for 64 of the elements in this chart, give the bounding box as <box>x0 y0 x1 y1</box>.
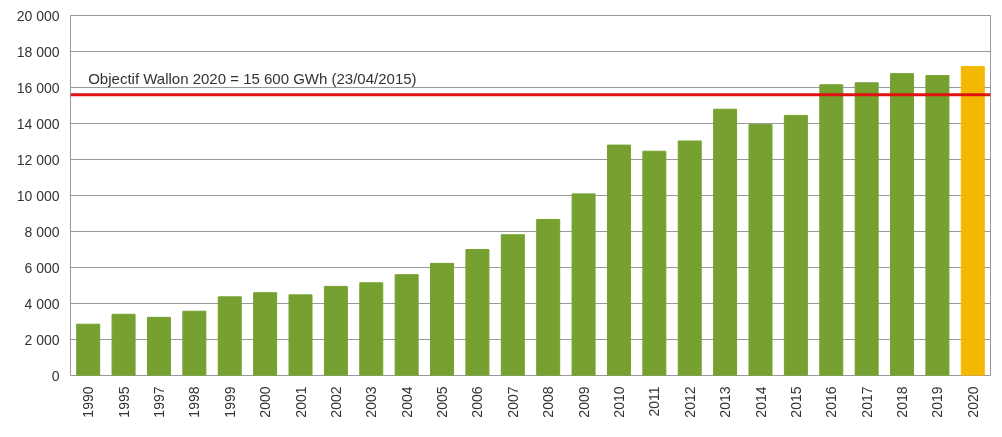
bar <box>76 323 101 376</box>
bar <box>748 124 773 376</box>
bar <box>323 285 348 376</box>
bar <box>288 294 313 376</box>
y-tick-label: 18 000 <box>16 43 60 60</box>
x-tick-label: 2020 <box>964 386 981 418</box>
y-tick-label: 16 000 <box>16 79 60 96</box>
bar <box>925 75 950 376</box>
x-tick-label: 2003 <box>363 386 380 418</box>
bar <box>536 218 561 376</box>
y-tick-label: 10 000 <box>16 187 60 204</box>
x-tick-label: 1995 <box>115 386 132 418</box>
x-tick-label: 2009 <box>575 386 592 418</box>
bar <box>606 144 631 376</box>
bar <box>819 84 844 376</box>
x-tick-label: 2013 <box>717 386 734 418</box>
y-tick-label: 12 000 <box>16 151 60 168</box>
x-tick-label: 2007 <box>504 386 521 418</box>
x-tick-label: 2010 <box>610 386 627 418</box>
x-tick-label: 2006 <box>469 386 486 418</box>
bar <box>359 282 384 376</box>
bar <box>713 108 738 376</box>
bar <box>394 274 419 376</box>
bar <box>111 313 136 376</box>
x-tick-label: 2005 <box>434 386 451 418</box>
x-tick-label: 1998 <box>186 386 203 418</box>
x-tick-label: 1997 <box>150 386 167 418</box>
bar <box>500 234 525 376</box>
x-tick-label: 2002 <box>327 386 344 418</box>
y-tick-label: 2 000 <box>24 331 60 348</box>
bar <box>217 296 242 376</box>
y-tick-label: 14 000 <box>16 115 60 132</box>
x-tick-label: 2014 <box>752 386 769 418</box>
x-tick-label: 2000 <box>257 386 274 418</box>
bar <box>146 316 171 376</box>
x-tick-label: 2017 <box>858 386 875 418</box>
bar <box>430 262 455 376</box>
x-tick-label: 2011 <box>646 386 663 417</box>
bar <box>960 65 985 376</box>
y-tick-label: 8 000 <box>24 223 60 240</box>
x-tick-label: 2019 <box>929 386 946 418</box>
y-tick-label: 0 <box>51 367 60 384</box>
bar <box>890 73 915 376</box>
bar <box>182 310 207 376</box>
x-tick-label: 2018 <box>894 386 911 418</box>
bar <box>642 150 667 376</box>
bar <box>465 249 490 376</box>
bar <box>854 82 879 376</box>
ref-line-label: Objectif Wallon 2020 = 15 600 GWh (23/04/2015) <box>88 69 417 87</box>
bar <box>783 114 808 376</box>
bar <box>253 292 278 376</box>
bar <box>571 193 596 376</box>
x-tick-label: 1990 <box>80 386 97 418</box>
x-tick-label: 2001 <box>292 386 309 418</box>
y-tick-label: 4 000 <box>24 295 60 312</box>
y-tick-label: 20 000 <box>16 7 60 24</box>
x-tick-label: 1999 <box>221 386 238 418</box>
x-tick-label: 2012 <box>681 386 698 418</box>
x-tick-label: 2016 <box>823 386 840 418</box>
x-tick-label: 2008 <box>540 386 557 418</box>
x-tick-label: 2004 <box>398 386 415 418</box>
y-tick-label: 6 000 <box>24 259 60 276</box>
x-tick-label: 2015 <box>787 386 804 418</box>
bar <box>677 140 702 376</box>
